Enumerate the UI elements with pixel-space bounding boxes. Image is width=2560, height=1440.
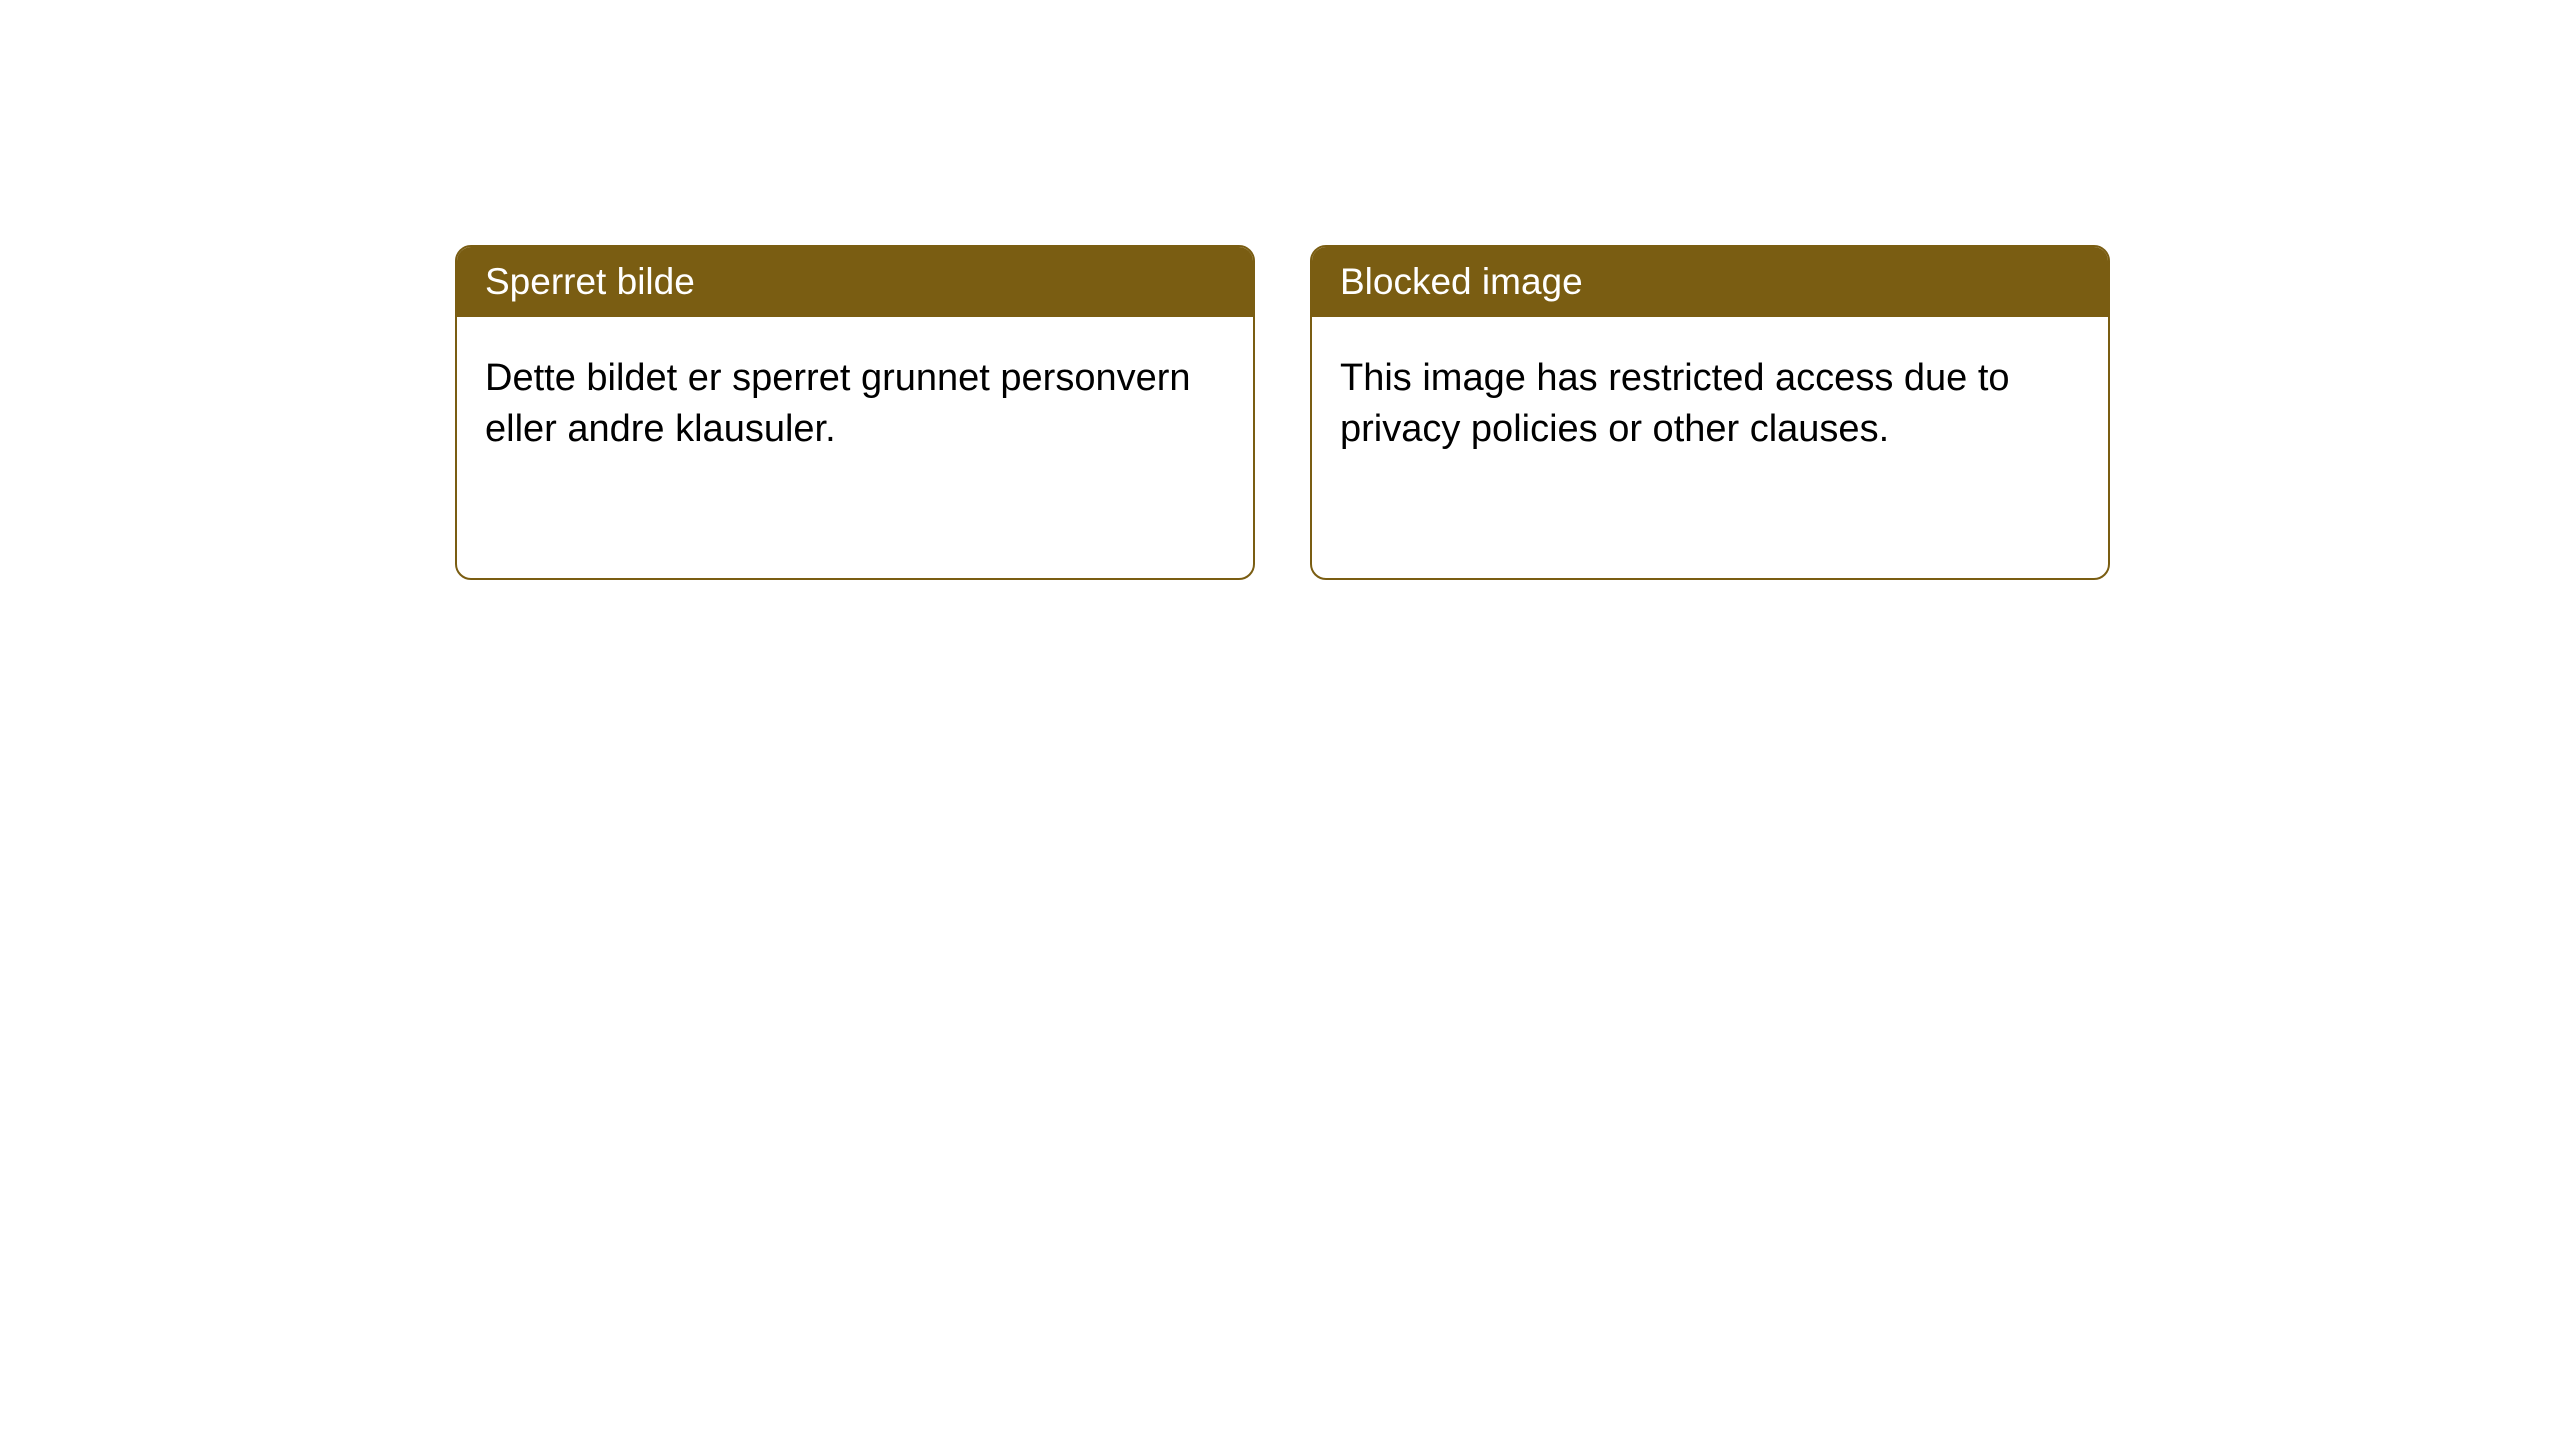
card-title-no: Sperret bilde [485,261,695,302]
blocked-image-card-en: Blocked image This image has restricted … [1310,245,2110,580]
blocked-image-cards: Sperret bilde Dette bildet er sperret gr… [455,245,2110,580]
blocked-image-card-no: Sperret bilde Dette bildet er sperret gr… [455,245,1255,580]
card-body-no: Dette bildet er sperret grunnet personve… [457,317,1253,492]
card-header-no: Sperret bilde [457,247,1253,317]
card-message-no: Dette bildet er sperret grunnet personve… [485,357,1191,450]
card-message-en: This image has restricted access due to … [1340,357,2010,450]
card-body-en: This image has restricted access due to … [1312,317,2108,492]
card-header-en: Blocked image [1312,247,2108,317]
card-title-en: Blocked image [1340,261,1583,302]
